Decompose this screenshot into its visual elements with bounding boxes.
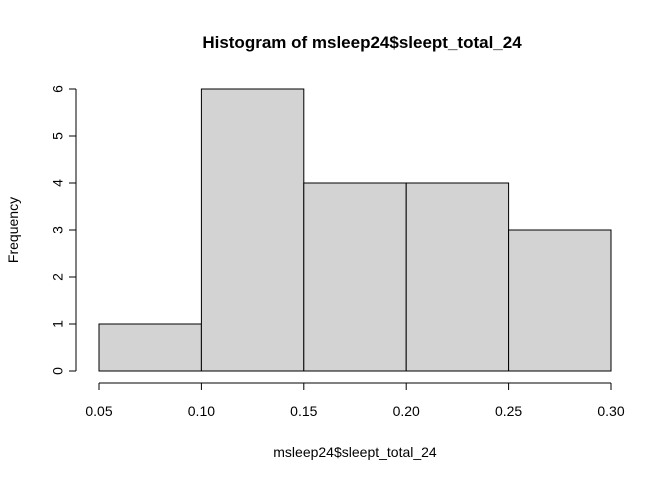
x-tick-label: 0.20: [393, 403, 420, 419]
histogram-bar: [98, 323, 202, 372]
x-tick-label: 0.30: [597, 403, 624, 419]
x-tick-label: 0.05: [85, 403, 112, 419]
histogram-bar: [508, 229, 612, 372]
y-tick-label: 0: [50, 367, 66, 375]
y-tick-label: 1: [50, 320, 66, 328]
x-axis-label: msleep24$sleept_total_24: [273, 444, 437, 460]
y-axis: 0 1 2 3 4 5 6: [50, 85, 77, 375]
histogram-bar: [405, 182, 510, 372]
x-tick-label: 0.15: [290, 403, 317, 419]
y-tick-label: 2: [50, 273, 66, 281]
x-tick-label: 0.25: [495, 403, 522, 419]
y-tick-label: 4: [50, 179, 66, 187]
y-tick-label: 6: [50, 85, 66, 93]
y-tick-label: 5: [50, 132, 66, 140]
x-axis: 0.05 0.10 0.15 0.20 0.25 0.30: [85, 382, 625, 419]
histogram-bar: [200, 88, 305, 372]
histogram-bar: [303, 182, 407, 372]
y-axis-label: Frequency: [5, 197, 21, 263]
chart-title: Histogram of msleep24$sleept_total_24: [202, 33, 522, 52]
bars-group: [98, 88, 612, 372]
y-tick-label: 3: [50, 226, 66, 234]
x-tick-label: 0.10: [188, 403, 215, 419]
